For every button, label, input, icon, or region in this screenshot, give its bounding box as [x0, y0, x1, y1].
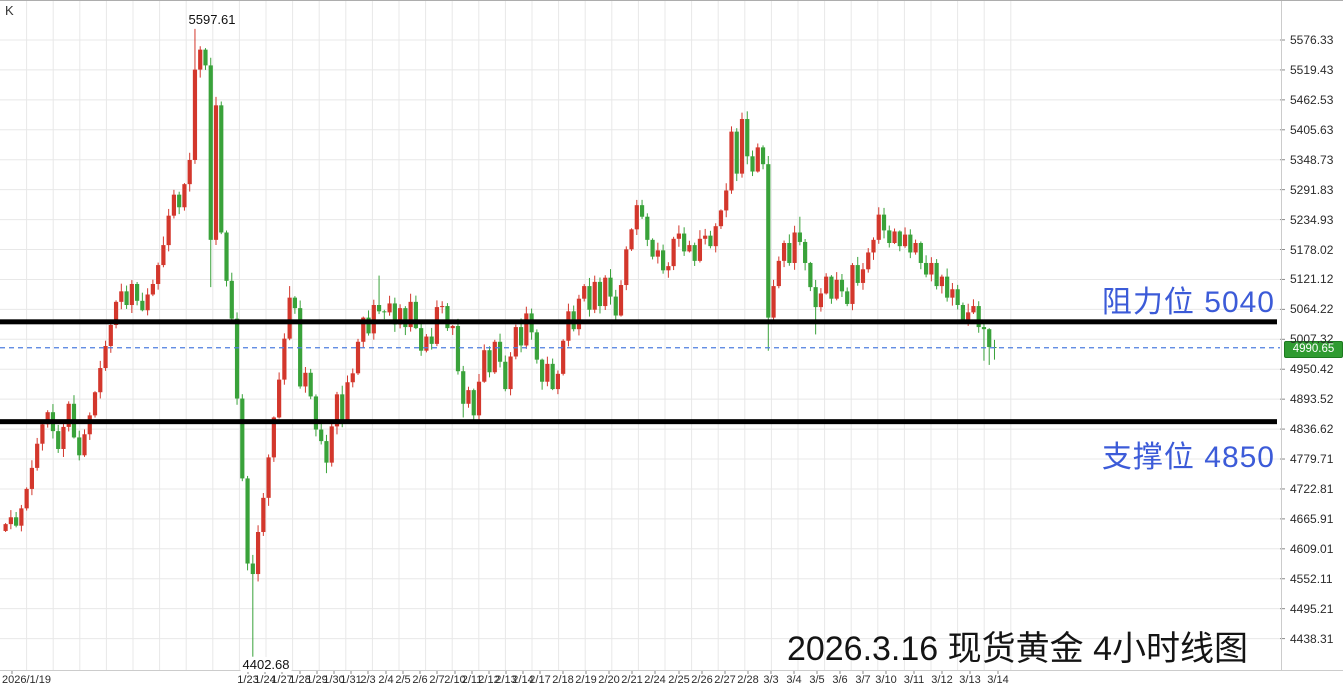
y-axis-separator	[1281, 1, 1282, 670]
y-axis-label: 4552.11	[1290, 571, 1333, 586]
current-price-badge: 4990.65	[1284, 341, 1343, 358]
y-axis-label: 4438.31	[1290, 631, 1334, 646]
y-axis-label: 5348.73	[1290, 152, 1334, 167]
x-axis-label: 1/29	[306, 674, 328, 686]
x-axis-label: 2/5	[395, 674, 411, 686]
y-axis-label: 5291.83	[1290, 182, 1334, 197]
trough-price-label: 4402.68	[240, 657, 292, 672]
y-axis-label: 4495.21	[1290, 601, 1334, 616]
x-axis-label: 3/5	[809, 674, 825, 686]
x-axis-label: 2/14	[512, 674, 534, 686]
x-axis-separator	[0, 670, 1343, 671]
support-annotation: 支撑位 4850	[1101, 441, 1275, 474]
y-axis-label: 5462.53	[1290, 92, 1334, 107]
x-axis-label: 2/27	[714, 674, 736, 686]
x-axis-label: 2/18	[552, 674, 574, 686]
y-axis-label: 5007.32	[1290, 332, 1334, 347]
x-axis-label: 2/7	[429, 674, 445, 686]
x-axis-label: 3/14	[987, 674, 1009, 686]
y-axis-label: 5064.22	[1290, 302, 1334, 317]
x-axis-label: 1/23	[237, 674, 259, 686]
chart-title: 2026.3.16 现货黄金 4小时线图	[786, 630, 1248, 668]
x-axis-label: 2/12	[478, 674, 500, 686]
y-axis-label: 5234.93	[1290, 212, 1334, 227]
support-line	[0, 419, 1277, 425]
grid-lines	[0, 1, 1280, 670]
x-axis-label: 1/28	[289, 674, 311, 686]
y-axis-label: 5121.12	[1290, 272, 1334, 287]
y-axis-label: 5576.33	[1290, 33, 1334, 47]
x-axis-label: 3/6	[832, 674, 848, 686]
y-axis-label: 4836.62	[1290, 422, 1334, 437]
x-axis-label: 3/4	[786, 674, 802, 686]
x-axis-label: 2/10	[444, 674, 466, 686]
resistance-annotation: 阻力位 5040	[1101, 286, 1275, 319]
x-axis-label: 2/25	[668, 674, 690, 686]
x-axis-label: 2/21	[621, 674, 643, 686]
peak-price-label: 5597.61	[188, 12, 236, 27]
x-axis-label: 2/4	[378, 674, 394, 686]
candles	[3, 28, 997, 657]
x-axis-label: 2/28	[737, 674, 759, 686]
x-axis-label: 2/6	[412, 674, 428, 686]
x-axis-label: 2/3	[360, 674, 376, 686]
x-axis-label: 2/20	[598, 674, 620, 686]
chart-type-indicator: K	[5, 3, 14, 18]
y-axis-label: 4950.42	[1290, 362, 1334, 377]
x-axis-label: 3/12	[931, 674, 953, 686]
y-axis-label: 5178.02	[1290, 242, 1334, 257]
resistance-line	[0, 319, 1277, 325]
y-axis-label: 4893.52	[1290, 392, 1334, 407]
y-axis-label: 5405.63	[1290, 122, 1334, 137]
x-axis-label: 3/10	[875, 674, 897, 686]
x-axis-label: 1/31	[340, 674, 362, 686]
x-axis-label: 3/13	[959, 674, 981, 686]
x-axis-label: 2/11	[461, 674, 483, 686]
x-axis-label: 2026/1/19	[2, 674, 51, 686]
x-axis-label: 1/24	[254, 674, 276, 686]
x-axis-label: 1/27	[271, 674, 293, 686]
y-axis-label: 4609.01	[1290, 541, 1334, 556]
y-axis-label: 4722.81	[1290, 481, 1334, 496]
x-axis-label: 2/24	[644, 674, 666, 686]
x-axis-label: 3/11	[903, 674, 925, 686]
x-axis-label: 1/30	[323, 674, 345, 686]
x-axis-label: 2/19	[575, 674, 597, 686]
y-axis-label: 5519.43	[1290, 62, 1334, 77]
x-axis-label: 3/3	[763, 674, 779, 686]
x-axis-label: 2/13	[495, 674, 517, 686]
support-resistance-lines	[0, 319, 1277, 425]
y-axis-label: 4665.91	[1290, 511, 1334, 526]
x-axis-label: 3/7	[855, 674, 871, 686]
x-axis-label: 2/17	[529, 674, 551, 686]
y-axis-label: 4779.71	[1290, 452, 1334, 467]
x-axis-label: 2/26	[691, 674, 713, 686]
